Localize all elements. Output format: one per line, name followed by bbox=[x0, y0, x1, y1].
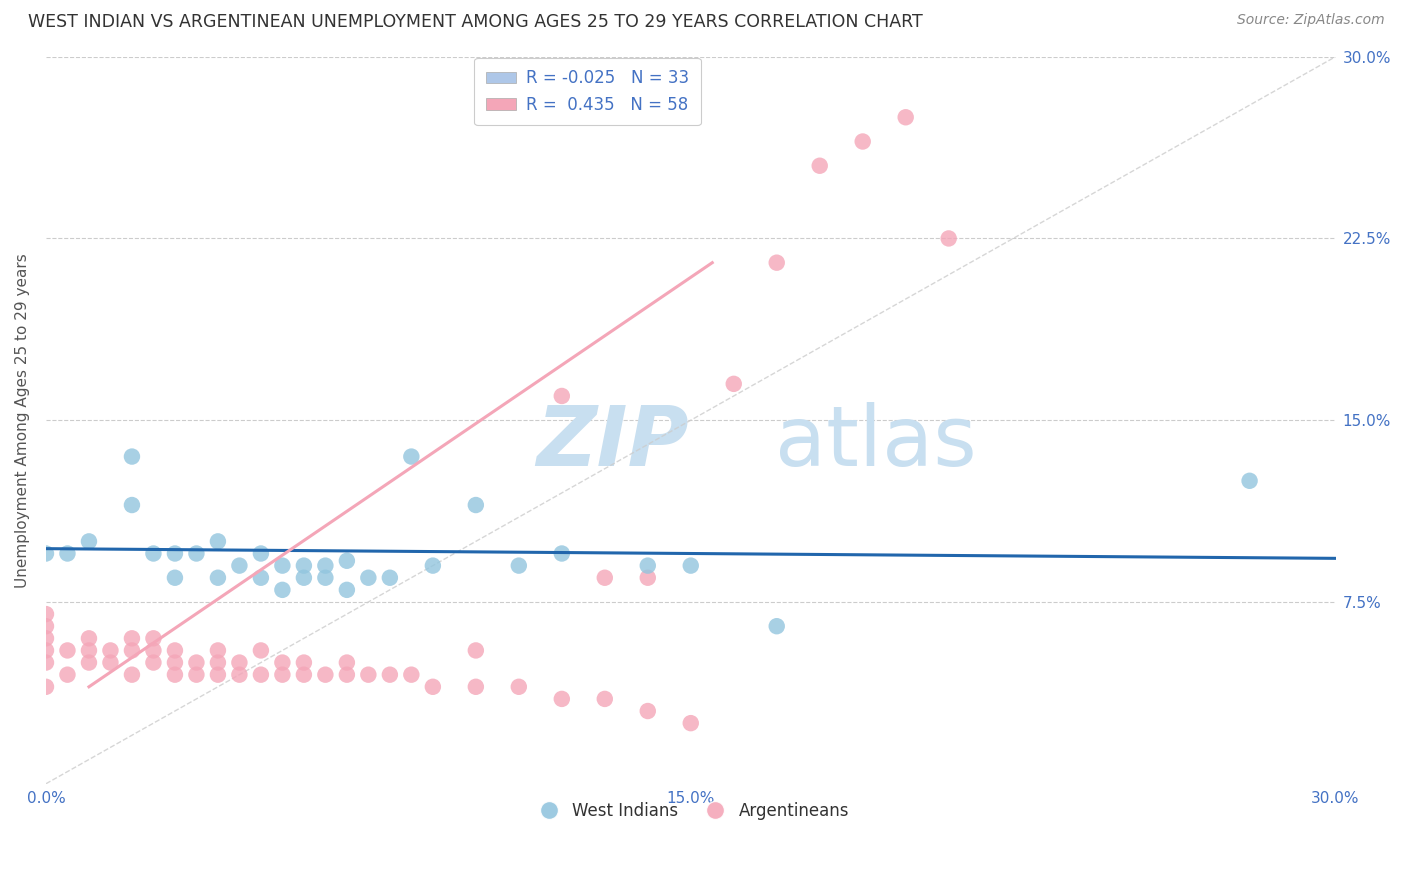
Point bbox=[271, 656, 294, 670]
Point bbox=[186, 547, 208, 561]
Point bbox=[228, 667, 250, 681]
Point bbox=[207, 534, 229, 549]
Point bbox=[207, 667, 229, 681]
Point bbox=[938, 231, 960, 245]
Point bbox=[852, 135, 875, 149]
Point bbox=[464, 680, 486, 694]
Point bbox=[56, 667, 79, 681]
Point bbox=[336, 554, 359, 568]
Point bbox=[336, 656, 359, 670]
Point bbox=[314, 571, 336, 585]
Point bbox=[271, 582, 294, 597]
Point bbox=[121, 498, 143, 512]
Point bbox=[142, 547, 165, 561]
Point bbox=[593, 571, 616, 585]
Point bbox=[250, 643, 273, 657]
Point bbox=[637, 704, 659, 718]
Text: ZIP: ZIP bbox=[536, 401, 689, 483]
Point bbox=[163, 547, 186, 561]
Point bbox=[35, 547, 58, 561]
Point bbox=[121, 667, 143, 681]
Point bbox=[551, 389, 574, 403]
Point bbox=[508, 558, 530, 573]
Point bbox=[357, 667, 380, 681]
Legend: West Indians, Argentineans: West Indians, Argentineans bbox=[526, 795, 856, 826]
Point bbox=[207, 656, 229, 670]
Text: atlas: atlas bbox=[775, 401, 976, 483]
Point bbox=[35, 632, 58, 646]
Point bbox=[121, 632, 143, 646]
Point bbox=[35, 607, 58, 621]
Point bbox=[314, 558, 336, 573]
Point bbox=[186, 667, 208, 681]
Point bbox=[142, 656, 165, 670]
Point bbox=[894, 110, 917, 124]
Point bbox=[163, 643, 186, 657]
Point bbox=[142, 632, 165, 646]
Point bbox=[77, 632, 100, 646]
Text: Source: ZipAtlas.com: Source: ZipAtlas.com bbox=[1237, 13, 1385, 28]
Point bbox=[142, 643, 165, 657]
Point bbox=[250, 667, 273, 681]
Point bbox=[765, 619, 787, 633]
Point bbox=[163, 667, 186, 681]
Point bbox=[163, 571, 186, 585]
Point bbox=[228, 558, 250, 573]
Point bbox=[464, 643, 486, 657]
Point bbox=[35, 643, 58, 657]
Point bbox=[207, 571, 229, 585]
Point bbox=[292, 558, 315, 573]
Point bbox=[723, 376, 745, 391]
Point bbox=[808, 159, 831, 173]
Point bbox=[508, 680, 530, 694]
Point bbox=[401, 450, 423, 464]
Point bbox=[100, 643, 122, 657]
Point bbox=[250, 571, 273, 585]
Point bbox=[186, 656, 208, 670]
Point bbox=[35, 656, 58, 670]
Point bbox=[292, 667, 315, 681]
Point bbox=[250, 547, 273, 561]
Point bbox=[336, 582, 359, 597]
Point bbox=[1239, 474, 1261, 488]
Point bbox=[228, 656, 250, 670]
Point bbox=[77, 656, 100, 670]
Point bbox=[292, 656, 315, 670]
Point bbox=[56, 547, 79, 561]
Point bbox=[35, 619, 58, 633]
Point bbox=[35, 680, 58, 694]
Point bbox=[271, 667, 294, 681]
Point bbox=[378, 667, 401, 681]
Point bbox=[207, 643, 229, 657]
Point bbox=[100, 656, 122, 670]
Point bbox=[593, 692, 616, 706]
Point bbox=[401, 667, 423, 681]
Point bbox=[378, 571, 401, 585]
Point bbox=[271, 558, 294, 573]
Point bbox=[77, 534, 100, 549]
Point bbox=[679, 716, 702, 731]
Point bbox=[464, 498, 486, 512]
Point bbox=[679, 558, 702, 573]
Point bbox=[357, 571, 380, 585]
Point bbox=[292, 571, 315, 585]
Point bbox=[314, 667, 336, 681]
Point bbox=[336, 667, 359, 681]
Y-axis label: Unemployment Among Ages 25 to 29 years: Unemployment Among Ages 25 to 29 years bbox=[15, 252, 30, 588]
Point bbox=[637, 558, 659, 573]
Point bbox=[551, 692, 574, 706]
Text: WEST INDIAN VS ARGENTINEAN UNEMPLOYMENT AMONG AGES 25 TO 29 YEARS CORRELATION CH: WEST INDIAN VS ARGENTINEAN UNEMPLOYMENT … bbox=[28, 13, 922, 31]
Point bbox=[765, 255, 787, 269]
Point bbox=[121, 643, 143, 657]
Point bbox=[637, 571, 659, 585]
Point bbox=[551, 547, 574, 561]
Point bbox=[422, 558, 444, 573]
Point bbox=[121, 450, 143, 464]
Point bbox=[163, 656, 186, 670]
Point bbox=[56, 643, 79, 657]
Point bbox=[422, 680, 444, 694]
Point bbox=[77, 643, 100, 657]
